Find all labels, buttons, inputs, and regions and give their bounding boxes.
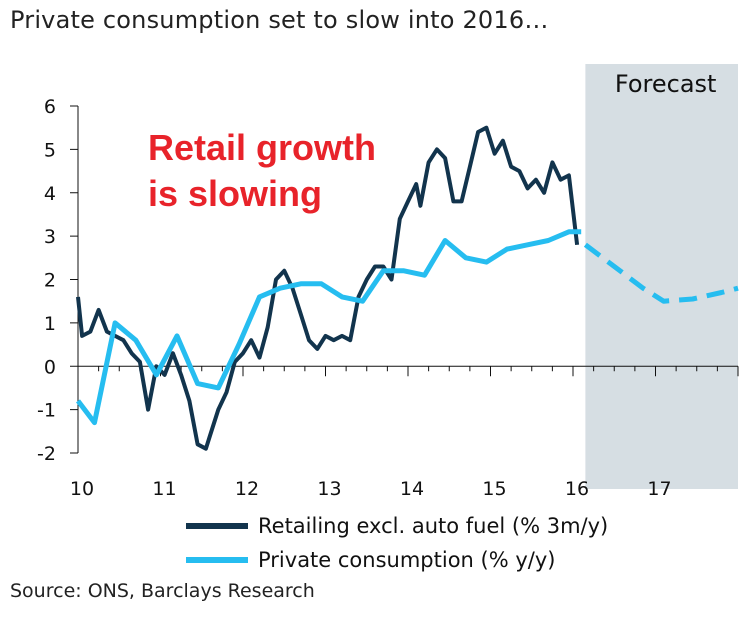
x-tick-label: 13 xyxy=(317,478,341,500)
annotation-line-2: is slowing xyxy=(148,173,322,214)
x-tick-label: 16 xyxy=(565,478,589,500)
series-layer xyxy=(76,125,739,451)
x-tick-label: 17 xyxy=(647,478,671,500)
x-tick-label: 12 xyxy=(235,478,259,500)
y-tick-label: 0 xyxy=(44,356,56,378)
annotation-line-1: Retail growth xyxy=(148,127,376,168)
series-line-2 xyxy=(76,229,582,426)
forecast-label: Forecast xyxy=(615,70,717,98)
y-tick-label: 4 xyxy=(44,183,56,205)
forecast-band xyxy=(585,64,738,489)
y-tick-label: 2 xyxy=(44,270,56,292)
legend-label-2: Private consumption (% y/y) xyxy=(258,548,555,572)
x-tick-label: 14 xyxy=(400,478,424,500)
x-tick-label: 10 xyxy=(70,478,94,500)
y-tick-label: 1 xyxy=(44,313,56,335)
y-tick-label: 3 xyxy=(44,226,56,248)
y-tick-label: -1 xyxy=(37,400,56,422)
x-tick-label: 15 xyxy=(482,478,506,500)
y-tick-label: 5 xyxy=(44,139,56,161)
y-tick-label: 6 xyxy=(44,96,56,118)
series-line-3 xyxy=(583,242,739,304)
legend: Retailing excl. auto fuel (% 3m/y) Privat… xyxy=(186,514,608,572)
x-tick-label: 11 xyxy=(152,478,176,500)
source-note: Source: ONS, Barclays Research xyxy=(10,580,315,602)
annotation: Retail growth is slowing xyxy=(148,127,376,214)
legend-label-1: Retailing excl. auto fuel (% 3m/y) xyxy=(258,514,608,538)
y-tick-label: -2 xyxy=(37,443,56,465)
chart-title: Private consumption set to slow into 201… xyxy=(10,6,549,34)
